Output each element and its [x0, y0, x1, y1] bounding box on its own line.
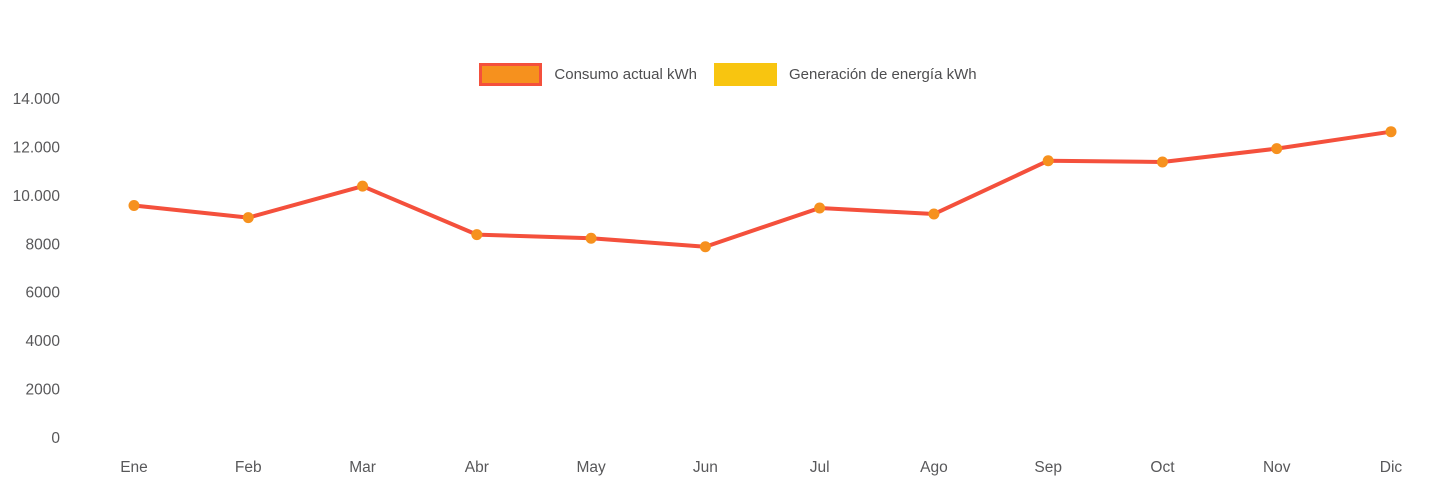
legend-item-generacion[interactable]: Generación de energía kWh: [713, 63, 977, 86]
x-axis-tick-label: Sep: [1034, 459, 1062, 476]
chart-legend: Consumo actual kWh Generación de energía…: [0, 63, 1456, 86]
y-axis-tick-label: 6000: [26, 285, 61, 302]
y-axis-tick-label: 2000: [26, 382, 61, 399]
x-axis-tick-label: Jul: [810, 459, 830, 476]
x-axis-tick-label: Mar: [349, 459, 376, 476]
y-axis-tick-label: 14.000: [13, 91, 61, 108]
x-axis-tick-label: Oct: [1150, 459, 1175, 476]
data-point-marker[interactable]: [471, 229, 483, 241]
x-axis-tick-label: Nov: [1263, 459, 1291, 476]
x-axis-tick-label: May: [576, 459, 606, 476]
y-axis-tick-label: 4000: [26, 333, 61, 350]
x-axis-tick-label: Ago: [920, 459, 948, 476]
data-point-marker[interactable]: [1042, 155, 1054, 167]
data-point-marker[interactable]: [928, 208, 940, 220]
legend-swatch-consumo: [479, 63, 543, 86]
data-point-marker[interactable]: [357, 180, 369, 192]
legend-label-consumo: Consumo actual kWh: [554, 66, 697, 83]
x-axis-tick-label: Abr: [465, 459, 489, 476]
y-axis-tick-label: 10.000: [13, 188, 61, 205]
y-axis-tick-label: 12.000: [13, 139, 61, 156]
data-point-marker[interactable]: [1156, 156, 1168, 168]
data-point-marker[interactable]: [1271, 143, 1283, 155]
data-point-marker[interactable]: [699, 241, 711, 253]
data-point-marker[interactable]: [242, 212, 254, 224]
legend-swatch-generacion: [713, 63, 777, 86]
data-point-marker[interactable]: [814, 202, 826, 214]
data-point-marker[interactable]: [585, 232, 597, 244]
legend-item-consumo[interactable]: Consumo actual kWh: [479, 63, 697, 86]
x-axis-tick-label: Ene: [120, 459, 148, 476]
consumo-line-series: [132, 129, 1393, 249]
legend-label-generacion: Generación de energía kWh: [788, 66, 977, 83]
data-point-marker[interactable]: [128, 200, 140, 212]
data-point-marker[interactable]: [1385, 126, 1397, 138]
x-axis-tick-label: Feb: [235, 459, 262, 476]
x-axis-tick-label: Dic: [1380, 459, 1403, 476]
y-axis-tick-label: 0: [51, 430, 60, 447]
y-axis-tick-label: 8000: [26, 236, 61, 253]
x-axis-tick-label: Jun: [693, 459, 718, 476]
